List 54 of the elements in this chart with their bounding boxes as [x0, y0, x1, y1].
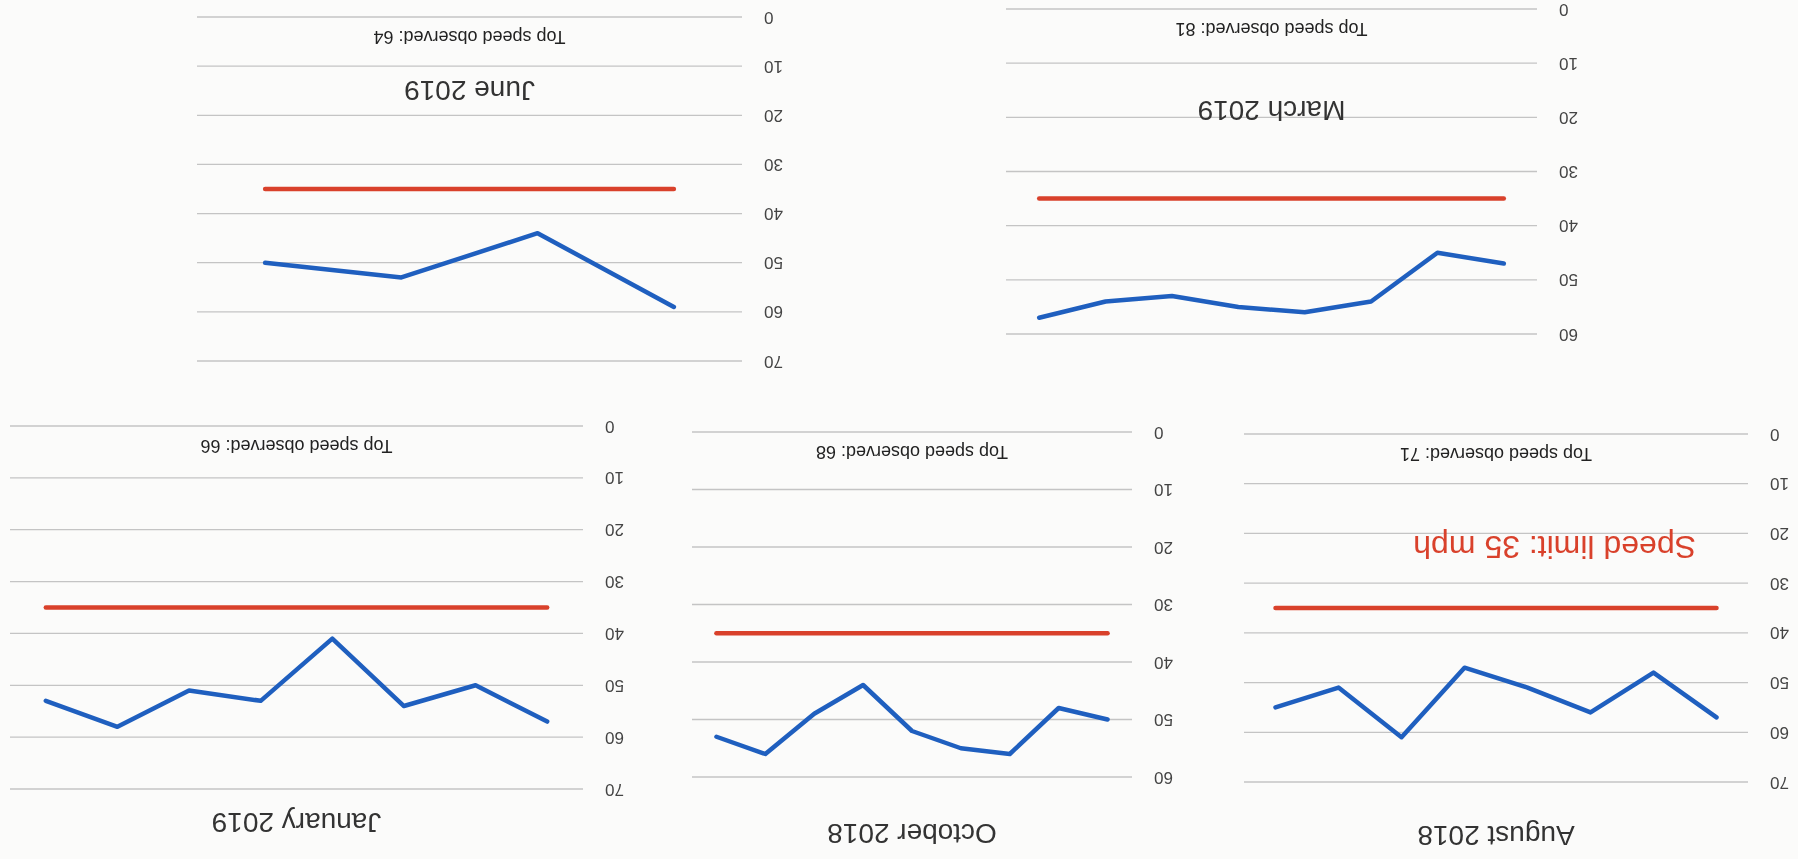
y-tick-label: 10 [764, 56, 783, 76]
annotation: Top speed observed: 71 [1399, 444, 1593, 464]
y-tick-label: 40 [1154, 652, 1173, 672]
y-tick-label: 0 [1154, 422, 1164, 442]
y-tick-label: 30 [764, 154, 783, 174]
annotation: Top speed observed: 64 [373, 27, 566, 47]
y-tick-label: 40 [1770, 623, 1789, 643]
y-tick-label: 30 [1770, 573, 1789, 593]
annotation: Top speed observed: 68 [815, 442, 1009, 462]
y-tick-label: 70 [764, 351, 783, 371]
line-series [262, 230, 677, 310]
y-tick-label: 70 [1770, 772, 1789, 792]
y-tick-label: 40 [764, 204, 783, 224]
y-tick-label: 30 [605, 572, 624, 592]
y-tick-label: 10 [605, 468, 624, 488]
y-tick-label: 20 [1559, 107, 1578, 127]
y-tick-label: 30 [1154, 595, 1173, 614]
line-series [1036, 250, 1507, 320]
text: January 2019 [211, 806, 382, 838]
annotation: Top speed observed: 66 [200, 436, 393, 456]
y-tick-label: 40 [1559, 216, 1578, 236]
y-tick-label: 0 [605, 416, 615, 436]
y-tick-label: 60 [1770, 722, 1789, 742]
y-tick-label: 20 [1154, 537, 1173, 557]
y-tick-label: 10 [1770, 474, 1789, 494]
line-series [714, 682, 1110, 757]
text: March 2019 [1197, 94, 1346, 126]
y-tick-label: 20 [605, 520, 624, 540]
y-tick-label: 70 [605, 779, 624, 799]
y-tick-label: 0 [1770, 424, 1780, 444]
y-tick-label: 50 [1559, 270, 1578, 290]
annotation: Top speed observed: 81 [1175, 19, 1368, 39]
y-tick-label: 40 [605, 623, 624, 643]
y-tick-label: 10 [1559, 53, 1578, 73]
y-tick-label: 50 [1770, 673, 1789, 693]
y-tick-label: 0 [764, 7, 774, 27]
y-tick-label: 50 [605, 675, 624, 695]
y-tick-label: 10 [1154, 480, 1173, 499]
y-tick-label: 30 [1559, 162, 1578, 181]
y-tick-label: 60 [605, 727, 624, 747]
line-series [1273, 665, 1719, 740]
line-series [43, 636, 550, 730]
y-tick-label: 60 [1154, 767, 1173, 787]
y-tick-label: 50 [1154, 710, 1173, 729]
text: June 2019 [404, 74, 535, 106]
y-tick-label: 60 [764, 302, 783, 322]
text: August 2018 [1417, 819, 1575, 851]
y-tick-label: 20 [1770, 523, 1789, 543]
y-tick-label: 20 [764, 105, 783, 125]
y-tick-label: 60 [1559, 324, 1578, 344]
text: October 2018 [827, 817, 997, 849]
y-tick-label: 50 [764, 253, 783, 273]
y-tick-label: 0 [1559, 0, 1569, 19]
ref-line-label: Speed limit: 35 mph [1413, 529, 1696, 565]
